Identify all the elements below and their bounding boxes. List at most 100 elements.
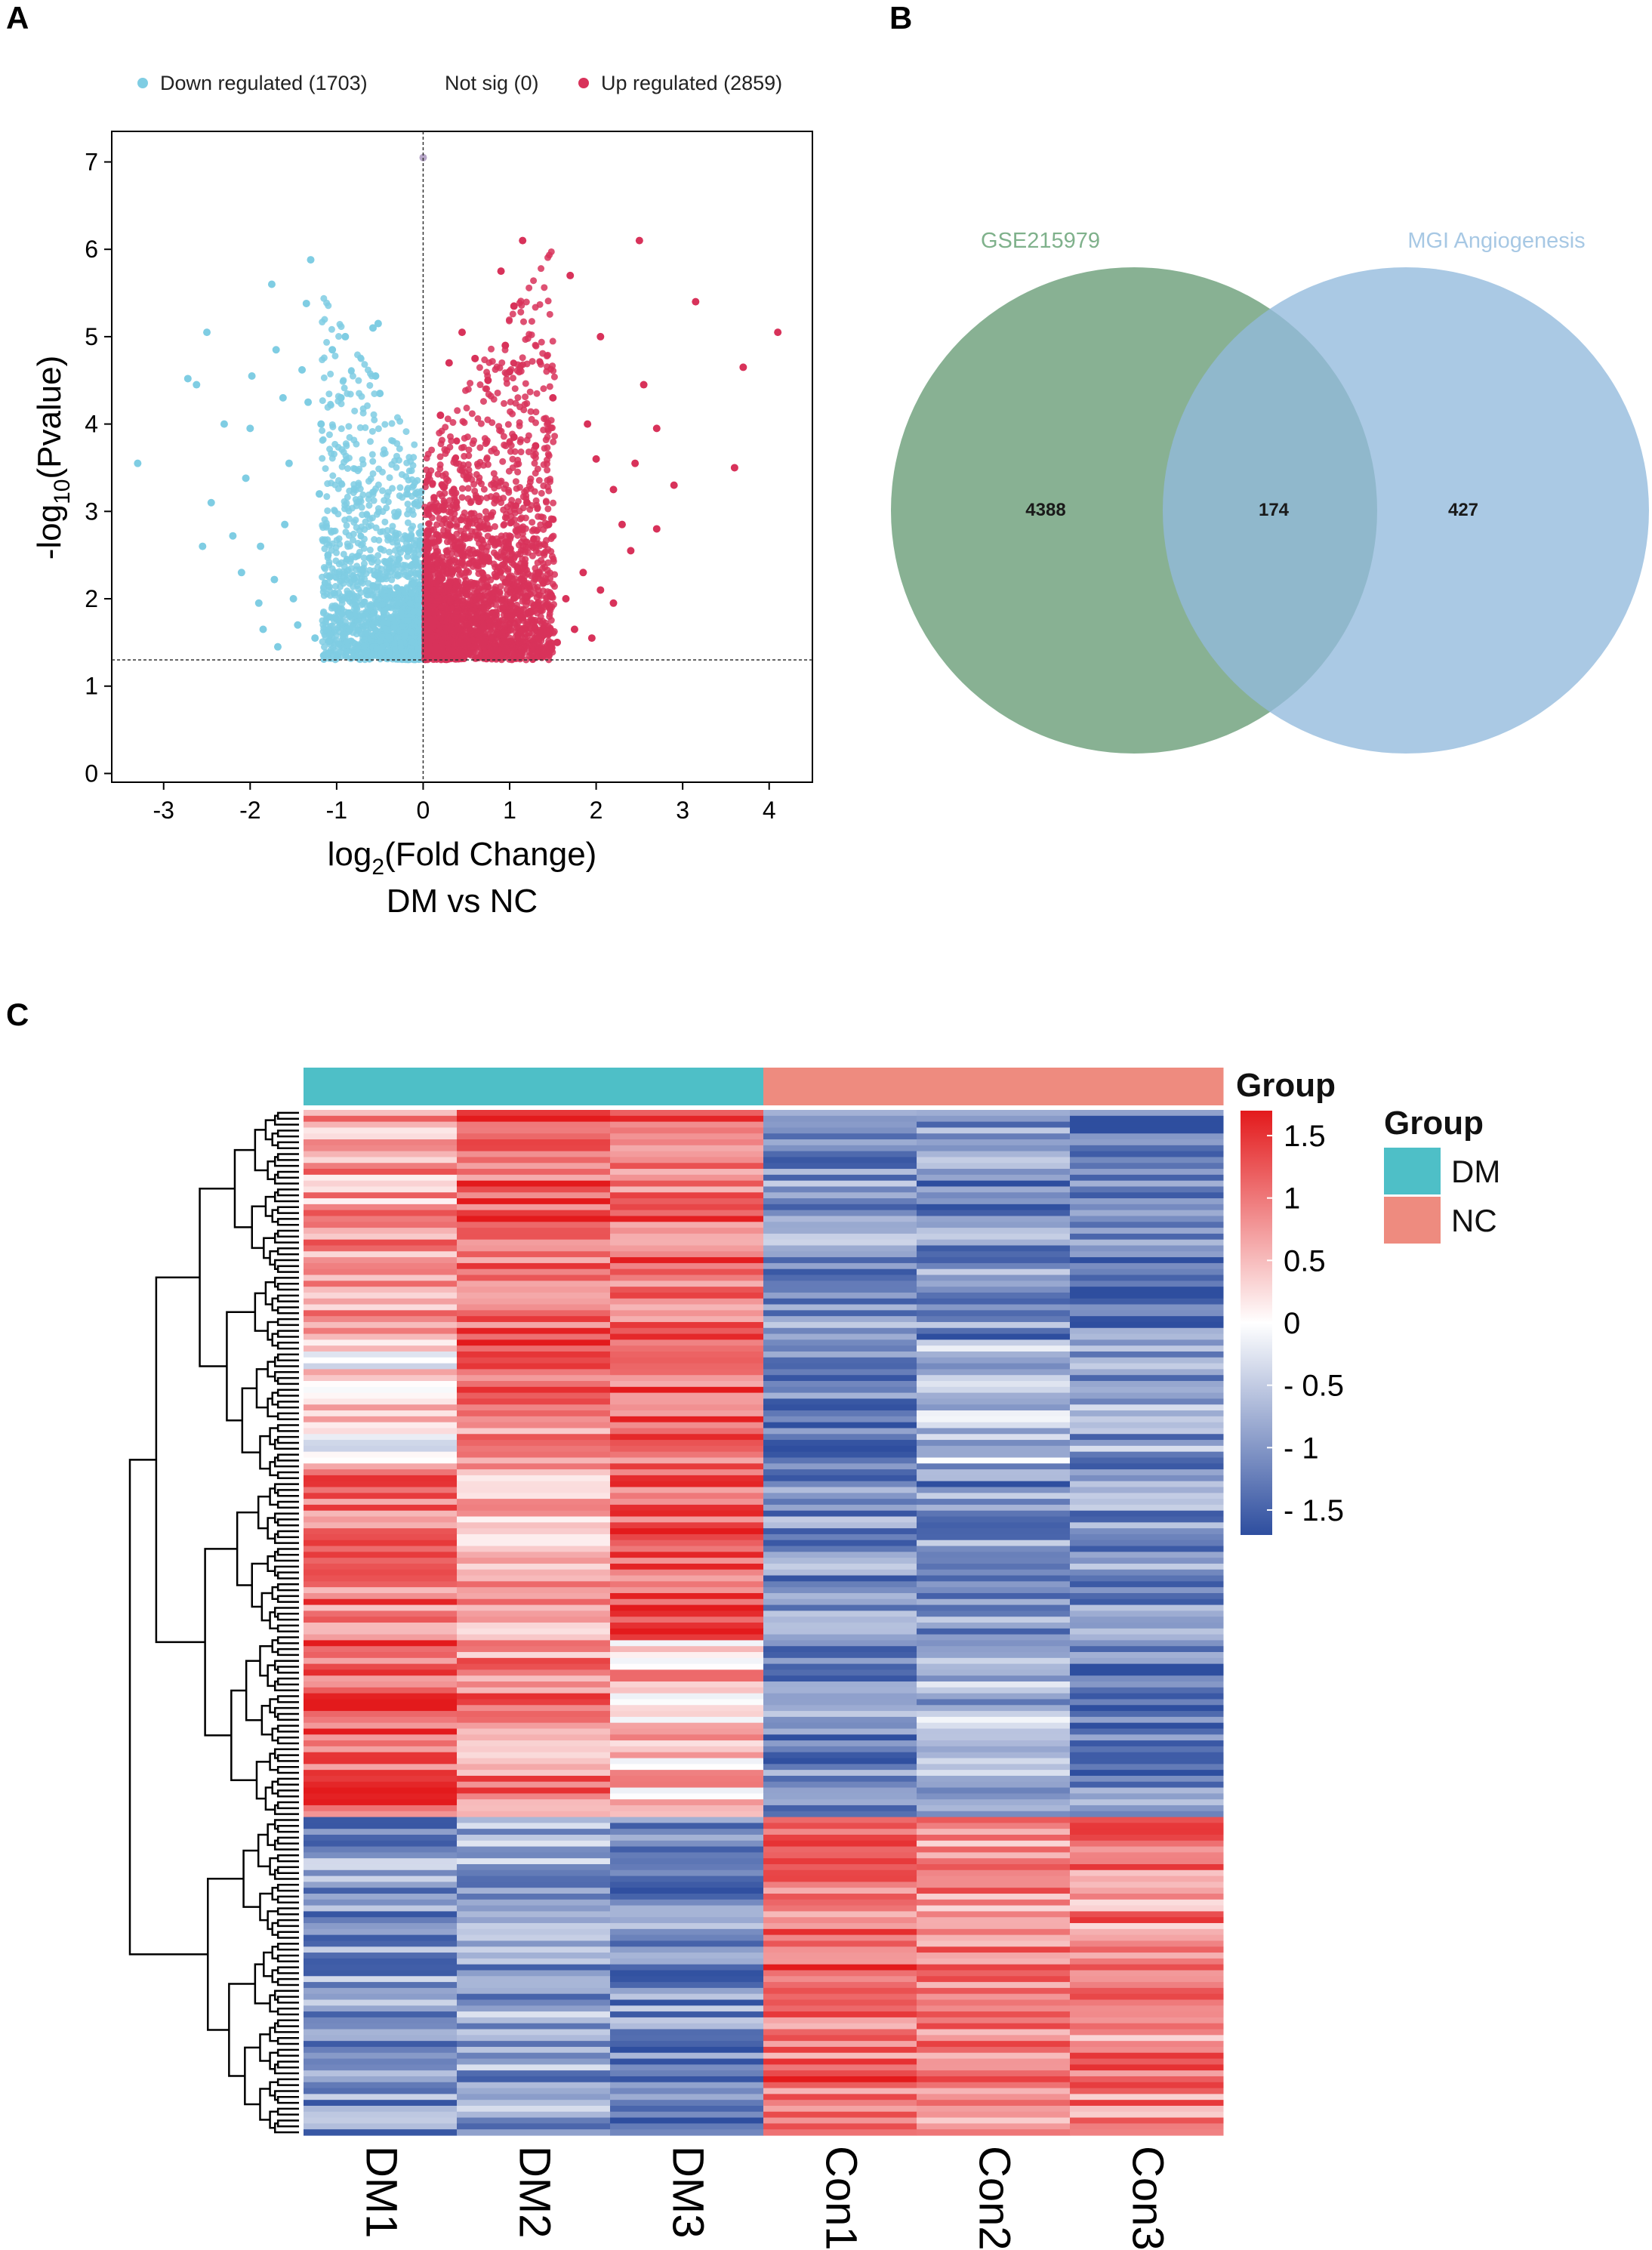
heatmap-cell [1070, 1127, 1224, 1134]
heatmap-cell [457, 1186, 611, 1193]
point-up-regulated [526, 506, 534, 513]
point-down-regulated [411, 489, 419, 497]
point-up-regulated [485, 616, 492, 624]
point-down-regulated [362, 649, 370, 657]
heatmap-cell [304, 1110, 458, 1117]
point-down-regulated [393, 439, 401, 447]
heatmap-cell [457, 1222, 611, 1228]
heatmap-cell [304, 1115, 458, 1123]
point-down-regulated [392, 610, 399, 618]
point-up-regulated [440, 498, 448, 505]
point-up-regulated [544, 351, 551, 359]
point-up-regulated [456, 626, 464, 633]
heatmap-cell [1070, 1310, 1224, 1317]
heatmap-cell [917, 1139, 1071, 1146]
point-up-regulated [514, 498, 522, 505]
point-up-regulated [494, 389, 501, 396]
heatmap-cell [1070, 1228, 1224, 1234]
x-tick-label: -1 [326, 797, 347, 824]
heatmap-cell [457, 1163, 611, 1170]
point-up-regulated [489, 358, 496, 365]
heatmap-cell [304, 1369, 458, 1376]
point-up-regulated [529, 552, 536, 559]
x-tick-label: -3 [153, 797, 174, 824]
point-up-regulated [468, 476, 476, 483]
point-down-regulated [360, 554, 368, 562]
heatmap-cell [917, 1274, 1071, 1281]
point-up-regulated [464, 461, 472, 468]
x-title-sub: 2 [371, 855, 384, 880]
heatmap-cell [917, 1210, 1071, 1217]
point-up-regulated [460, 650, 467, 658]
point-down-regulated [358, 393, 365, 400]
point-up-regulated [443, 531, 451, 538]
point-up-regulated [517, 436, 525, 443]
point-down-regulated [134, 459, 142, 467]
heatmap-cell [457, 1381, 611, 1388]
heatmap-cell [304, 1316, 458, 1323]
point-down-regulated [411, 441, 418, 448]
point-up-regulated [530, 277, 538, 285]
point-up-regulated [527, 408, 535, 415]
point-up-regulated [531, 460, 538, 467]
point-up-regulated [474, 415, 482, 422]
heatmap-cell [763, 1333, 917, 1340]
heatmap-cell [304, 1357, 458, 1364]
heatmap-cell [1070, 1115, 1224, 1123]
point-down-regulated [411, 557, 419, 565]
heatmap-cell [457, 1228, 611, 1234]
point-down-regulated [390, 590, 398, 598]
point-up-regulated [507, 627, 514, 634]
heatmap-cell [457, 1145, 611, 1152]
heatmap-cell [1070, 1233, 1224, 1241]
heatmap-cell [457, 1180, 611, 1188]
heatmap-cell [610, 1351, 764, 1358]
y-tick-label: 2 [85, 585, 98, 612]
heatmap-cell [1070, 1363, 1224, 1370]
heatmap-cell [610, 1327, 764, 1335]
point-down-regulated [183, 374, 192, 383]
point-up-regulated [445, 477, 452, 485]
heatmap-cell [457, 1216, 611, 1222]
point-down-regulated [392, 645, 399, 652]
heatmap-cell [1070, 1251, 1224, 1258]
point-up-regulated [489, 535, 496, 542]
heatmap-cell [304, 1339, 458, 1346]
point-up-regulated [548, 533, 556, 541]
heatmap-cell [917, 1310, 1071, 1317]
point-down-regulated [410, 580, 418, 587]
point-down-regulated [331, 450, 338, 458]
point-up-regulated [544, 476, 551, 484]
point-down-regulated [267, 280, 276, 288]
point-down-regulated [396, 492, 403, 500]
heatmap-cell [763, 1351, 917, 1358]
point-up-regulated [553, 638, 562, 646]
point-up-regulated [501, 597, 509, 605]
point-up-regulated [460, 471, 467, 479]
point-down-regulated [193, 381, 201, 389]
point-up-regulated [480, 485, 488, 493]
heatmap-cell [610, 1186, 764, 1193]
point-up-regulated [532, 442, 540, 450]
point-up-regulated [445, 559, 453, 566]
heatmap-cell [610, 1257, 764, 1264]
heatmap-cell [457, 1333, 611, 1340]
point-up-regulated [540, 541, 547, 548]
point-down-regulated [315, 490, 323, 498]
heatmap-cell [763, 1110, 917, 1117]
point-up-regulated [479, 570, 487, 578]
point-up-regulated [506, 316, 513, 324]
point-up-regulated [498, 535, 505, 543]
point-down-regulated [338, 611, 346, 618]
point-down-regulated [360, 643, 368, 650]
heatmap-cell [304, 1363, 458, 1370]
point-down-regulated [354, 618, 362, 626]
heatmap-cell [304, 1121, 458, 1129]
point-down-regulated [350, 583, 357, 590]
point-up-regulated [439, 568, 446, 575]
point-up-regulated [445, 359, 453, 367]
point-up-regulated [435, 535, 442, 543]
point-down-regulated [343, 648, 350, 655]
heatmap-cell [610, 1216, 764, 1222]
point-up-regulated [485, 390, 492, 398]
